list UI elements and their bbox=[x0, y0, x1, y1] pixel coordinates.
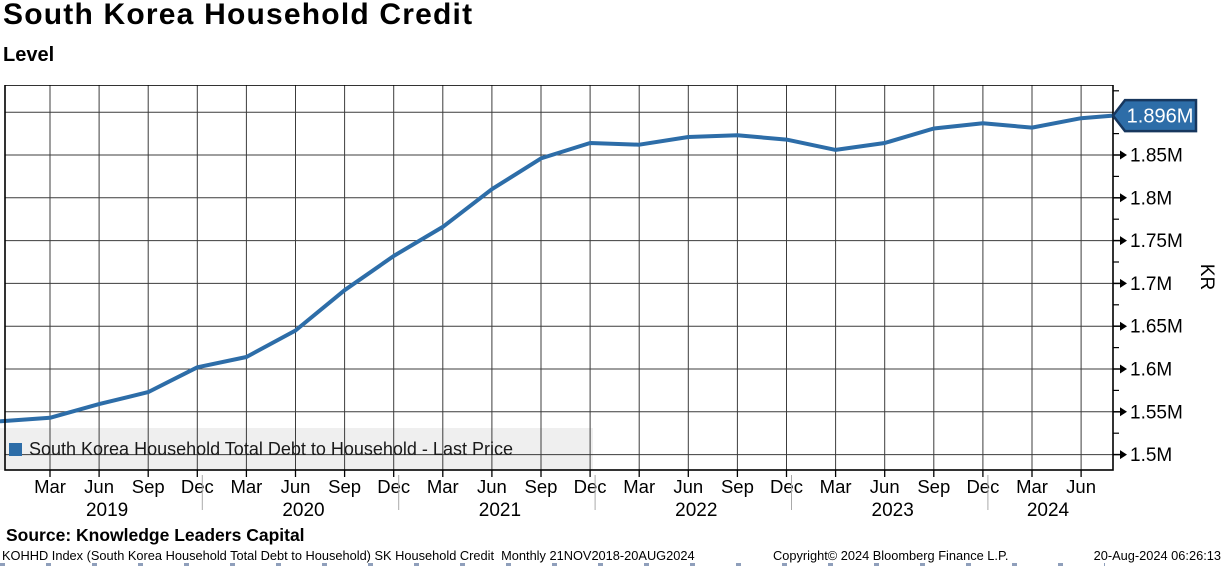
y-tick-arrow-icon bbox=[1120, 193, 1127, 203]
x-tick-label: Dec bbox=[966, 476, 999, 497]
y-tick-label: 1.65M bbox=[1130, 317, 1183, 338]
x-tick-label: Sep bbox=[132, 476, 165, 497]
x-year-label: 2022 bbox=[675, 500, 717, 521]
x-tick-label: Sep bbox=[525, 476, 558, 497]
legend-item[interactable]: South Korea Household Total Debt to Hous… bbox=[9, 437, 513, 461]
footer-security-info: KOHHD Index (South Korea Household Total… bbox=[2, 548, 695, 563]
x-tick-label: Jun bbox=[1066, 476, 1096, 497]
y-tick-label: 1.5M bbox=[1130, 445, 1172, 466]
y-tick-label: 1.75M bbox=[1130, 231, 1183, 252]
x-year-label: 2020 bbox=[282, 500, 324, 521]
y-tick-arrow-icon bbox=[1120, 407, 1127, 417]
x-tick-label: Dec bbox=[181, 476, 214, 497]
y-tick-label: 1.7M bbox=[1130, 274, 1172, 295]
x-tick-label: Mar bbox=[427, 476, 459, 497]
footer-timestamp: 20-Aug-2024 06:26:13 bbox=[1093, 548, 1221, 563]
x-tick-label: Sep bbox=[328, 476, 361, 497]
x-year-label: 2021 bbox=[479, 500, 521, 521]
footer-copyright: Copyright© 2024 Bloomberg Finance L.P. bbox=[773, 548, 1009, 563]
x-tick-label: Dec bbox=[770, 476, 803, 497]
x-tick-label: Mar bbox=[820, 476, 852, 497]
footer: KOHHD Index (South Korea Household Total… bbox=[0, 548, 1224, 563]
source-note: Source: Knowledge Leaders Capital bbox=[6, 525, 305, 545]
y-axis-unit-label: KR bbox=[1196, 263, 1217, 291]
x-year-label: 2024 bbox=[1027, 500, 1070, 521]
x-tick-label: Jun bbox=[281, 476, 311, 497]
y-tick-arrow-icon bbox=[1120, 278, 1127, 288]
y-tick-label: 1.6M bbox=[1130, 360, 1172, 381]
x-tick-label: Mar bbox=[230, 476, 262, 497]
x-year-label: 2019 bbox=[86, 500, 128, 521]
last-price-label: 1.896M bbox=[1127, 106, 1194, 128]
x-tick-label: Mar bbox=[34, 476, 66, 497]
x-year-label: 2023 bbox=[872, 500, 914, 521]
x-tick-label: Jun bbox=[870, 476, 900, 497]
legend-series-marker-icon bbox=[9, 442, 22, 456]
cutoff-text-row bbox=[0, 563, 1105, 566]
x-tick-label: Sep bbox=[721, 476, 754, 497]
x-tick-label: Dec bbox=[377, 476, 410, 497]
y-tick-arrow-icon bbox=[1120, 150, 1127, 160]
legend-series-label: South Korea Household Total Debt to Hous… bbox=[29, 438, 513, 459]
x-tick-label: Dec bbox=[574, 476, 607, 497]
y-tick-arrow-icon bbox=[1120, 236, 1127, 246]
x-tick-label: Jun bbox=[673, 476, 703, 497]
y-tick-label: 1.85M bbox=[1130, 146, 1183, 167]
y-tick-label: 1.55M bbox=[1130, 402, 1183, 423]
x-tick-label: Sep bbox=[917, 476, 950, 497]
x-tick-label: Mar bbox=[623, 476, 655, 497]
chart-title: South Korea Household Credit bbox=[3, 0, 474, 31]
x-tick-label: Jun bbox=[477, 476, 507, 497]
last-price-flag bbox=[1111, 98, 1198, 133]
x-tick-label: Mar bbox=[1016, 476, 1048, 497]
x-tick-label: Jun bbox=[84, 476, 114, 497]
chart-subtitle: Level bbox=[3, 44, 55, 66]
y-tick-arrow-icon bbox=[1120, 450, 1127, 460]
chart-plot[interactable]: 1.85M 1.8M 1.75M 1.7M 1.65M 1.6M 1.55M 1.5M Mar J… bbox=[0, 85, 1224, 526]
y-tick-label: 1.8M bbox=[1130, 188, 1172, 209]
y-tick-arrow-icon bbox=[1120, 321, 1127, 331]
y-tick-arrow-icon bbox=[1120, 364, 1127, 374]
series-line bbox=[0, 113, 1115, 424]
